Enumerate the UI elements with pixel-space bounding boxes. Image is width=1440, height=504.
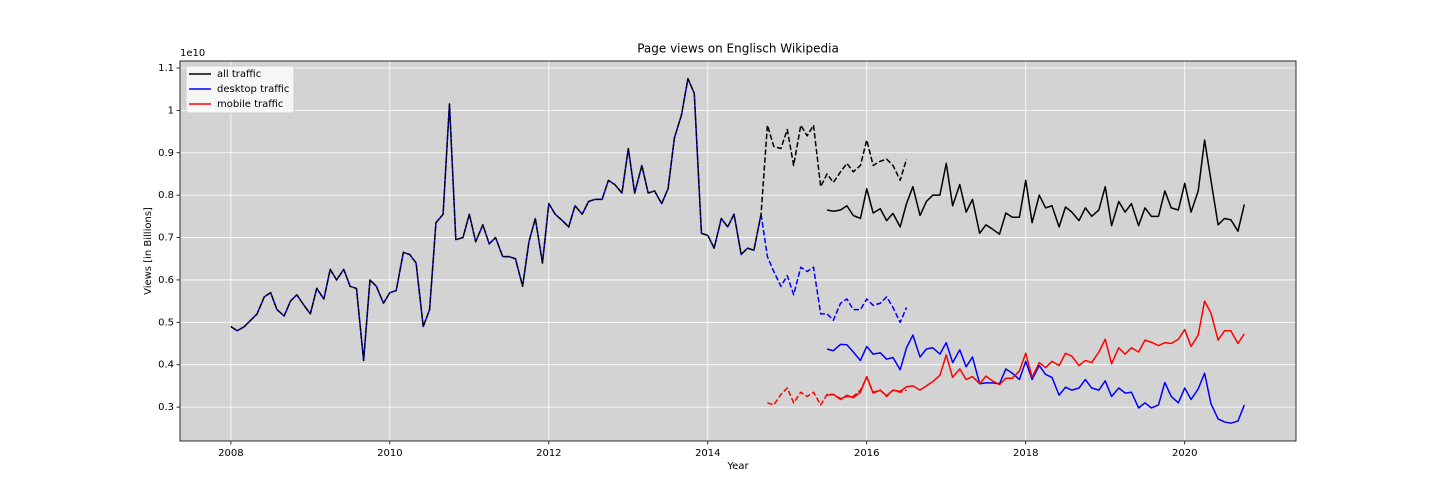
x-tick-label: 2014: [695, 448, 720, 459]
x-tick-label: 2010: [377, 448, 402, 459]
y-tick-label: 0.5: [158, 317, 174, 328]
line: [826, 334, 1246, 424]
legend-box: [185, 65, 295, 114]
y-tick-label: 0.4: [158, 360, 174, 371]
y-tick-label: 0.3: [158, 402, 174, 413]
legacy-line: [767, 376, 907, 406]
y-tick-label: 0.7: [158, 233, 174, 244]
x-tick-label: 2018: [1013, 448, 1038, 459]
y-tick-label: 1: [168, 105, 174, 116]
x-axis-label: Year: [726, 461, 749, 472]
y-tick-label: 1.1: [158, 63, 174, 74]
legend-label: desktop traffic: [217, 84, 289, 95]
y-tick-label: 0.8: [158, 190, 174, 201]
plot-frame: [179, 60, 1297, 442]
plot-background: [180, 61, 1296, 441]
y-offset-label: 1e10: [180, 48, 205, 59]
legacy-line: [230, 77, 908, 362]
line: [826, 300, 1245, 401]
line: [826, 139, 1246, 235]
y-axis-label: Views [in Billions]: [143, 207, 154, 295]
x-tick-label: 2008: [218, 448, 243, 459]
x-tick-label: 2012: [536, 448, 561, 459]
legend-label: mobile traffic: [217, 99, 283, 110]
legend-label: all traffic: [217, 69, 261, 80]
x-tick-label: 2016: [854, 448, 879, 459]
y-tick-label: 0.9: [158, 148, 174, 159]
x-tick-label: 2020: [1172, 448, 1197, 459]
y-tick-label: 0.6: [158, 275, 174, 286]
chart-title: Page views on Englisch Wikipedia: [637, 42, 839, 56]
